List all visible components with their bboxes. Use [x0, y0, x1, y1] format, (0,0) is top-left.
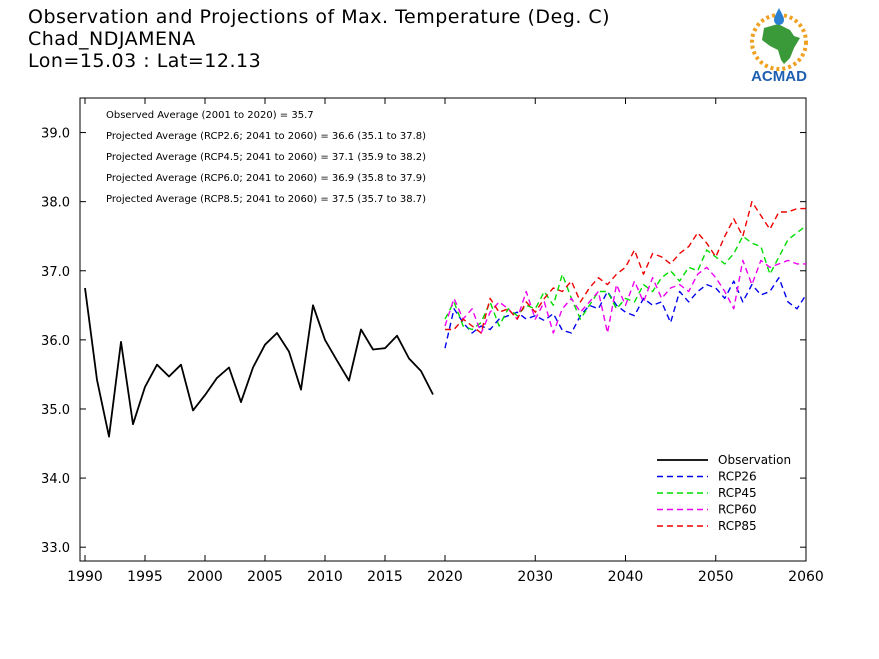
axes: 33.0 34.0 35.0 36.0 37.0 38.0 39.0 1990 1995 2000… [41, 98, 824, 585]
annotation-line: Projected Average (RCP6.0; 2041 to 2060)… [106, 173, 426, 184]
x-tick-label: 2000 [187, 569, 223, 585]
series-line-observation [84, 287, 434, 438]
x-tick-label: 2030 [517, 569, 553, 585]
africa-icon [762, 24, 800, 64]
y-tick-label: 34.0 [41, 472, 70, 487]
chart-subtitle-station: Chad_NDJAMENA [28, 28, 196, 50]
chart-title-block: Observation and Projections of Max. Temp… [28, 6, 610, 72]
legend-label: RCP26 [718, 470, 757, 484]
chart-subtitle-coordinates: Lon=15.03 : Lat=12.13 [28, 50, 262, 72]
x-tick-label: 2005 [247, 569, 283, 585]
legend-label: RCP85 [718, 519, 757, 533]
x-tick-label: 1995 [127, 569, 163, 585]
series-line-rcp85 [445, 200, 806, 334]
annotation-line: Projected Average (RCP8.5; 2041 to 2060)… [106, 194, 426, 205]
y-tick-label: 37.0 [41, 265, 70, 280]
series-line-rcp60 [444, 259, 806, 334]
y-tick-label: 35.0 [41, 403, 70, 418]
x-tick-label: 1990 [67, 569, 103, 585]
x-tick-label: 2010 [307, 569, 343, 585]
acmad-logo: ACMAD [750, 8, 808, 85]
x-tick-label: 2060 [788, 569, 824, 585]
series-line-rcp45 [444, 225, 807, 331]
annotation-line: Projected Average (RCP2.6; 2041 to 2060)… [106, 131, 426, 142]
annotation-line: Projected Average (RCP4.5; 2041 to 2060)… [106, 152, 426, 163]
plot-frame [79, 97, 807, 562]
series-line-rcp26 [444, 277, 807, 349]
annotation-line: Observed Average (2001 to 2020) = 35.7 [106, 110, 314, 121]
chart-title: Observation and Projections of Max. Temp… [28, 6, 611, 28]
x-tick-label: 2040 [608, 569, 644, 585]
x-tick-label: 2020 [427, 569, 463, 585]
annotations: Observed Average (2001 to 2020) = 35.7 Pr… [106, 110, 426, 205]
x-tick-label: 2050 [698, 569, 734, 585]
legend-label: RCP60 [718, 503, 757, 517]
series-layer [84, 200, 807, 438]
logo-text: ACMAD [751, 68, 807, 85]
y-tick-label: 33.0 [41, 541, 70, 556]
legend: Observation RCP26 RCP45 RCP60 RCP85 [657, 453, 791, 533]
y-tick-label: 36.0 [41, 334, 70, 349]
x-tick-label: 2015 [367, 569, 403, 585]
legend-label: RCP45 [718, 486, 757, 500]
water-drop-icon [774, 8, 784, 25]
legend-label: Observation [718, 453, 791, 467]
y-tick-label: 39.0 [41, 127, 70, 142]
y-tick-label: 38.0 [41, 196, 70, 211]
